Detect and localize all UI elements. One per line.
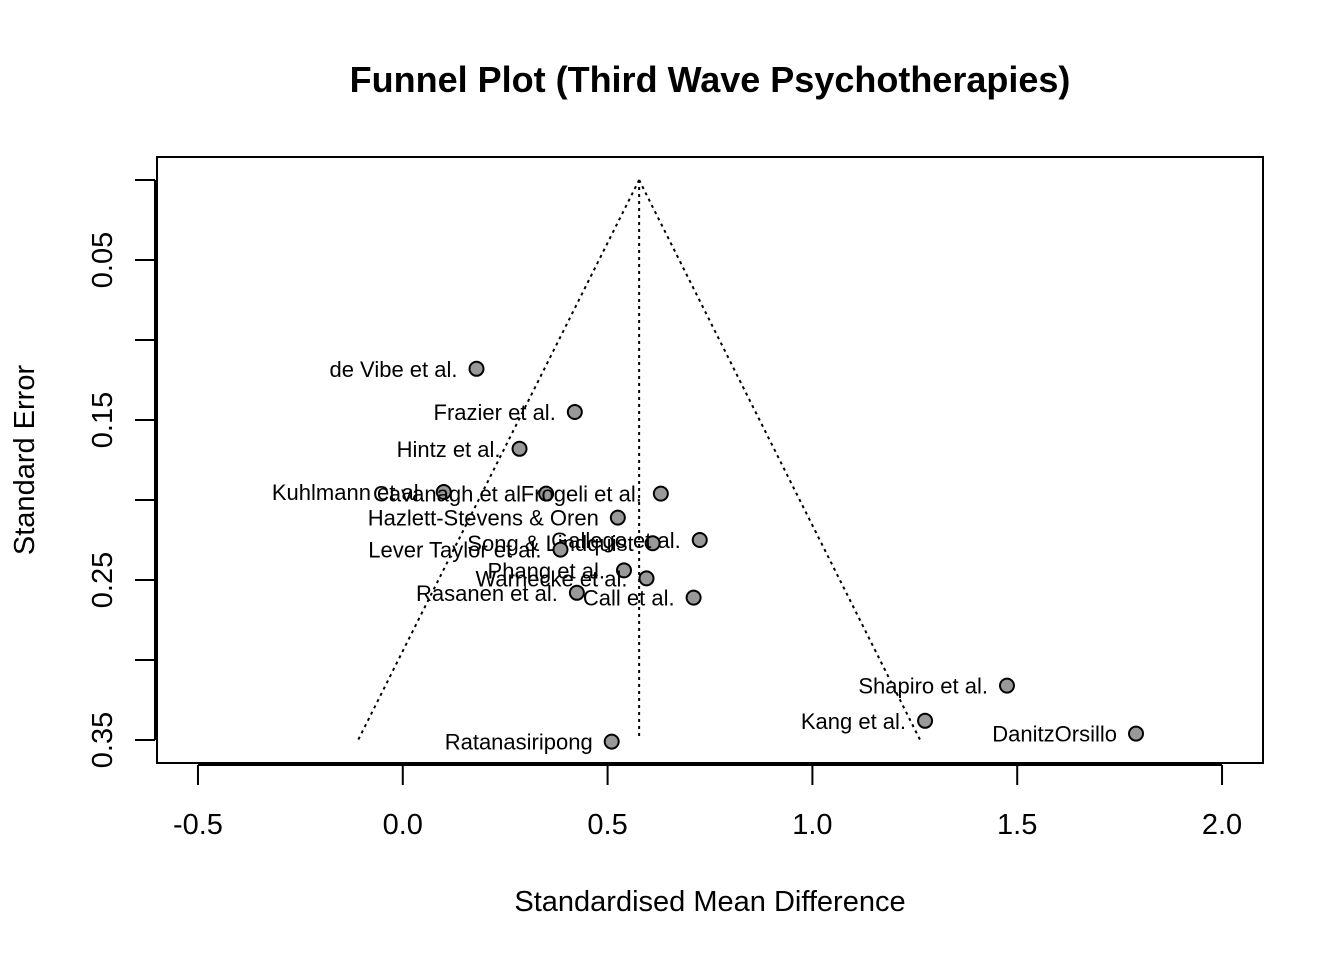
data-point: [644, 535, 661, 552]
x-tick-label: -0.5: [173, 809, 223, 841]
data-point: [603, 733, 620, 750]
data-point: [691, 532, 708, 548]
data-point: [468, 360, 485, 377]
data-point-label: Song & Lindquist: [467, 531, 633, 556]
x-axis: -0.5 0.0 0.5 1.0 1.5 2.0: [173, 764, 1242, 841]
data-point: [538, 485, 555, 502]
y-axis: 0.05 0.15 0.25 0.35: [87, 179, 156, 768]
data-point: [615, 562, 632, 579]
data-point: [511, 440, 528, 457]
data-point-label: Kuhlmann et al.: [272, 480, 425, 505]
data-point: [917, 712, 934, 729]
data-point: [652, 485, 669, 502]
data-point-label: Frazier et al.: [434, 400, 556, 425]
data-point: [568, 584, 585, 601]
data-point-label: Phang et al.: [488, 558, 605, 583]
data-point: [566, 404, 583, 420]
data-point-label: Shapiro et al.: [858, 674, 988, 699]
x-axis-label: Standardised Mean Difference: [514, 886, 905, 918]
y-axis-label: Standard Error: [9, 365, 41, 556]
data-point-label: Warnecke et al.: [475, 566, 627, 591]
y-tick-label: 0.25: [87, 552, 119, 608]
data-point: [638, 570, 655, 587]
data-point-label: de Vibe et al.: [329, 357, 457, 382]
y-tick-label: 0.05: [87, 232, 119, 288]
data-point-label: Hazlett-Stevens & Oren: [368, 506, 599, 531]
data-point: [609, 509, 626, 526]
data-point-label: DanitzOrsillo: [992, 722, 1117, 747]
data-point: [435, 484, 452, 500]
data-point: [552, 541, 569, 558]
data-point-label: Cavanagh et al.: [373, 482, 527, 507]
plot-frame: [156, 156, 1264, 764]
y-tick-label: 0.15: [87, 392, 119, 448]
chart-title: Funnel Plot (Third Wave Psychotherapies): [350, 59, 1071, 100]
funnel-lines: [357, 179, 922, 741]
data-point: [1128, 725, 1145, 742]
data-point-label: Lever Taylor et al.: [368, 538, 541, 563]
x-tick-label: 2.0: [1202, 809, 1242, 841]
data-point: [998, 677, 1015, 694]
x-tick-label: 1.0: [792, 809, 832, 841]
data-point-label: Kang et al.: [801, 709, 906, 734]
data-point-label: Call et al.: [583, 586, 675, 611]
data-point-label: Frogeli et al.: [521, 482, 642, 507]
data-point: [685, 589, 702, 606]
data-point-label: Ratanasiripong: [445, 730, 593, 755]
x-tick-label: 0.0: [383, 809, 423, 841]
data-points: de Vibe et al. Frazier et al. Hintz et al.…: [272, 357, 1145, 755]
data-point-label: Rasanen et al.: [416, 581, 558, 606]
x-tick-label: 1.5: [997, 809, 1037, 841]
data-point-label: Hintz et al.: [397, 437, 501, 462]
y-tick-label: 0.35: [87, 712, 119, 768]
data-point-label: Gallego et al.: [551, 528, 681, 553]
funnel-right-line: [638, 179, 922, 741]
x-tick-label: 0.5: [587, 809, 627, 841]
